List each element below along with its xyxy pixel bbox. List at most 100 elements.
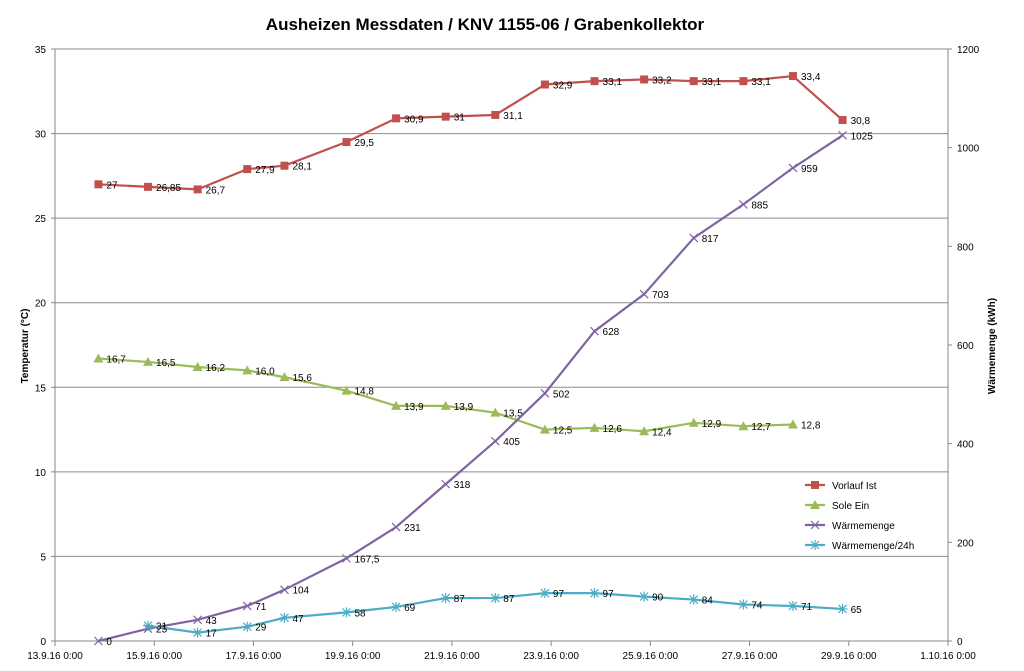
data-point <box>788 163 798 173</box>
data-point <box>279 612 290 623</box>
data-label: 12,8 <box>801 420 821 431</box>
data-point <box>738 199 748 209</box>
data-point <box>589 422 600 432</box>
data-point <box>689 233 699 243</box>
x-tick-label: 17.9.16 0:00 <box>226 651 282 662</box>
legend-label: Wärmemenge/24h <box>832 541 914 552</box>
data-point <box>787 419 798 429</box>
data-point <box>391 522 401 532</box>
data-label: 318 <box>454 480 471 491</box>
data-label: 58 <box>354 608 366 619</box>
data-point <box>280 585 289 595</box>
data-point <box>688 594 699 605</box>
data-label: 29 <box>255 623 267 634</box>
legend-marker <box>810 520 820 530</box>
gridlines <box>55 48 948 557</box>
data-label: 90 <box>652 593 664 604</box>
data-label: 43 <box>206 616 218 627</box>
data-point <box>787 600 798 611</box>
series-waermemenge-24h: 31 17 29 47 58 69 87 87 97 97 90 84 74 71 65 <box>143 588 863 640</box>
data-point <box>590 77 599 86</box>
data-label: 84 <box>702 596 714 607</box>
data-point <box>490 593 501 604</box>
data-label: 0 <box>106 637 112 648</box>
data-point <box>440 593 451 604</box>
y-left-tick-label: 20 <box>35 299 47 310</box>
data-label: 13,9 <box>454 402 474 413</box>
chart-title: Ausheizen Messdaten / KNV 1155-06 / Grab… <box>266 15 705 34</box>
legend-marker <box>810 540 820 550</box>
data-point <box>639 289 649 299</box>
legend-marker <box>811 481 819 489</box>
data-series: 27 26,85 26,7 27,9 28,1 29,5 30,9 31 31,1 32,9 33,… <box>93 72 873 648</box>
data-point <box>193 615 203 625</box>
data-label: 14,8 <box>354 387 374 398</box>
data-point <box>279 372 290 382</box>
data-label: 33,1 <box>603 77 623 88</box>
x-tick-label: 21.9.16 0:00 <box>424 651 480 662</box>
data-label: 25 <box>156 625 168 636</box>
data-point <box>242 621 253 632</box>
data-point <box>342 553 351 563</box>
data-point <box>590 326 599 336</box>
y-left-tick-label: 35 <box>35 45 47 56</box>
y-right-tick-label: 600 <box>957 341 974 352</box>
data-label: 502 <box>553 389 570 400</box>
data-label: 31 <box>156 622 168 633</box>
data-label: 16,7 <box>106 355 126 366</box>
data-label: 69 <box>404 603 416 614</box>
data-point <box>341 607 352 618</box>
data-point <box>93 636 103 646</box>
data-point <box>689 77 698 86</box>
data-label: 87 <box>454 594 466 605</box>
legend-item: Wärmemenge <box>805 520 895 532</box>
y-left-tick-label: 30 <box>35 130 47 141</box>
legend-label: Vorlauf Ist <box>832 481 877 492</box>
data-point <box>143 356 154 366</box>
data-point <box>539 588 550 599</box>
data-label: 1025 <box>851 131 874 142</box>
data-label: 885 <box>751 200 768 211</box>
data-label: 30,8 <box>851 116 871 127</box>
tick-labels: 0 5 10 15 20 25 30 35 0 200 400 600 800 1000 1200 13.9.… <box>27 45 979 662</box>
data-label: 959 <box>801 164 818 175</box>
data-point <box>391 601 402 612</box>
data-label: 12,6 <box>603 424 623 435</box>
data-point <box>490 407 501 417</box>
data-point <box>93 353 104 363</box>
data-point <box>192 361 203 371</box>
legend: Vorlauf Ist Sole Ein Wärmemenge Wärmemenge/… <box>805 481 914 552</box>
legend-item: Vorlauf Ist <box>805 481 877 492</box>
data-label: 16,0 <box>255 366 275 377</box>
data-point <box>639 591 650 602</box>
series-line <box>98 357 794 433</box>
y-right-tick-label: 1000 <box>957 144 980 155</box>
data-point <box>788 72 797 81</box>
data-label: 31 <box>454 113 466 124</box>
series-line <box>98 134 844 643</box>
data-label: 405 <box>503 437 520 448</box>
data-label: 12,7 <box>751 422 771 433</box>
data-point <box>94 180 103 189</box>
data-point <box>341 385 352 395</box>
data-label: 16,2 <box>206 363 226 374</box>
data-label: 13,5 <box>503 409 523 420</box>
data-point <box>144 182 153 191</box>
series-sole-ein: 16,7 16,5 16,2 16,0 15,6 14,8 13,9 13,9 13,5 12,5… <box>93 353 821 438</box>
data-point <box>342 138 351 147</box>
legend-marker <box>810 500 820 509</box>
y-right-tick-label: 0 <box>957 637 963 648</box>
data-label: 26,7 <box>206 185 226 196</box>
y-left-tick-label: 15 <box>35 383 47 394</box>
data-label: 231 <box>404 523 421 534</box>
data-label: 17 <box>206 629 218 640</box>
x-tick-label: 25.9.16 0:00 <box>623 651 679 662</box>
data-label: 33,2 <box>652 75 672 86</box>
data-label: 65 <box>851 605 863 616</box>
data-point <box>539 424 550 434</box>
data-point <box>392 114 401 123</box>
data-label: 31,1 <box>503 111 523 122</box>
data-point <box>738 599 749 610</box>
legend-label: Sole Ein <box>832 501 869 512</box>
data-point <box>838 116 847 125</box>
